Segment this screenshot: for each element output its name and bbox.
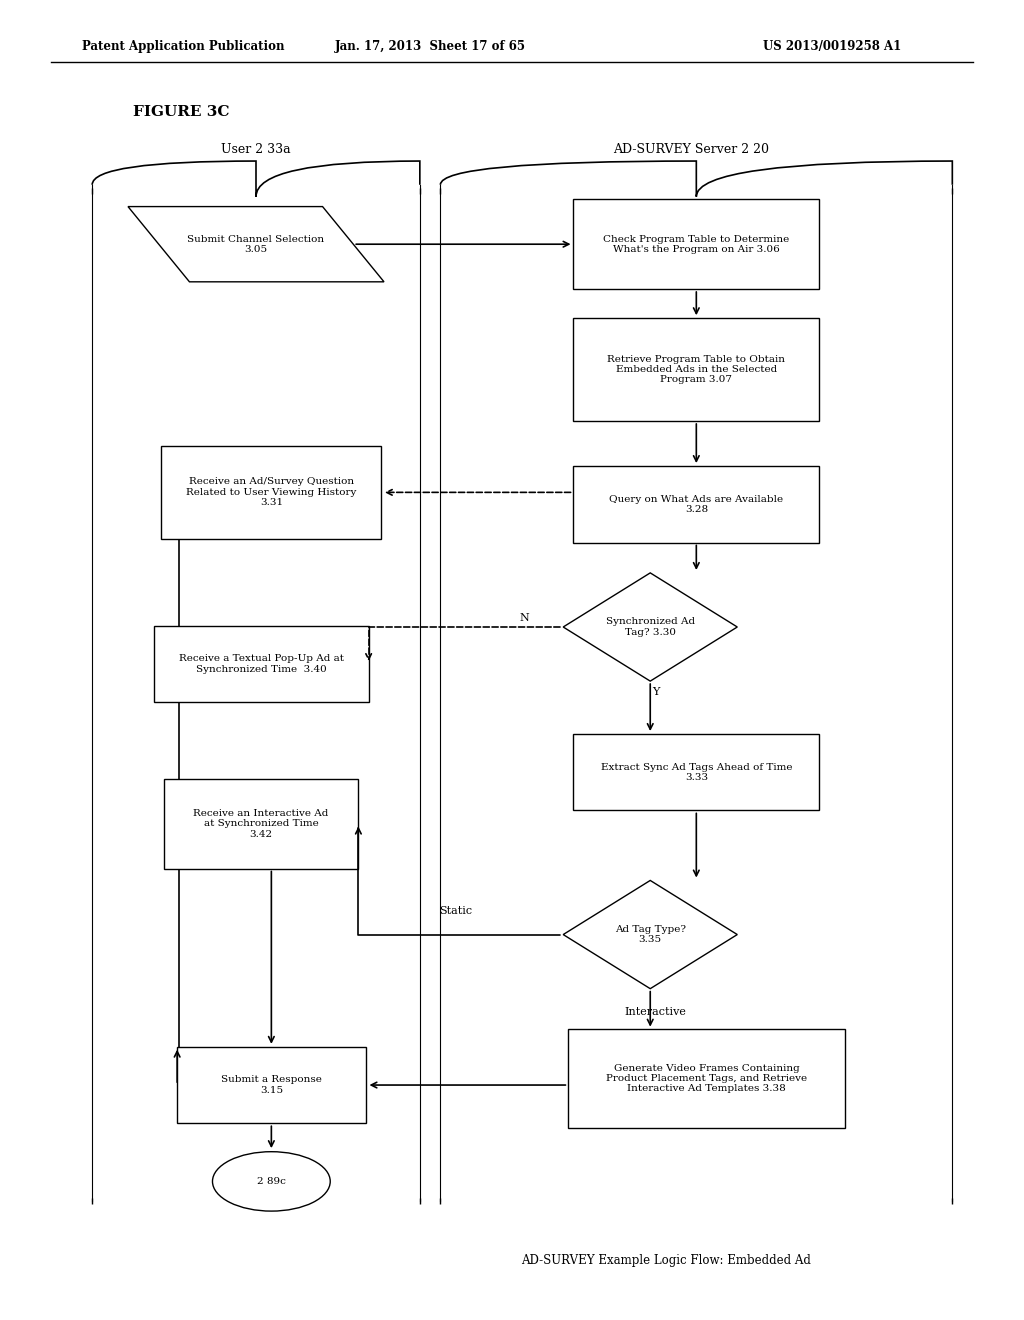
Text: 2 89c: 2 89c [257, 1177, 286, 1185]
Text: Synchronized Ad
Tag? 3.30: Synchronized Ad Tag? 3.30 [605, 618, 695, 636]
Text: N: N [519, 612, 529, 623]
Text: Receive an Ad/Survey Question
Related to User Viewing History
3.31: Receive an Ad/Survey Question Related to… [186, 478, 356, 507]
FancyBboxPatch shape [568, 1030, 845, 1127]
FancyBboxPatch shape [573, 318, 819, 421]
Polygon shape [563, 880, 737, 989]
Text: Query on What Ads are Available
3.28: Query on What Ads are Available 3.28 [609, 495, 783, 513]
Text: Check Program Table to Determine
What's the Program on Air 3.06: Check Program Table to Determine What's … [603, 235, 790, 253]
FancyBboxPatch shape [162, 446, 382, 539]
Text: FIGURE 3C: FIGURE 3C [133, 106, 229, 119]
Text: Patent Application Publication: Patent Application Publication [82, 40, 285, 53]
Text: US 2013/0019258 A1: US 2013/0019258 A1 [763, 40, 901, 53]
FancyBboxPatch shape [177, 1047, 367, 1123]
Text: Extract Sync Ad Tags Ahead of Time
3.33: Extract Sync Ad Tags Ahead of Time 3.33 [600, 763, 793, 781]
Text: Receive an Interactive Ad
at Synchronized Time
3.42: Receive an Interactive Ad at Synchronize… [194, 809, 329, 838]
Text: User 2 33a: User 2 33a [221, 143, 291, 156]
Text: Retrieve Program Table to Obtain
Embedded Ads in the Selected
Program 3.07: Retrieve Program Table to Obtain Embedde… [607, 355, 785, 384]
FancyBboxPatch shape [573, 466, 819, 543]
FancyBboxPatch shape [164, 779, 358, 869]
Text: AD-SURVEY Example Logic Flow: Embedded Ad: AD-SURVEY Example Logic Flow: Embedded A… [520, 1254, 811, 1267]
Text: Static: Static [439, 906, 472, 916]
FancyBboxPatch shape [573, 734, 819, 810]
Text: AD-SURVEY Server 2 20: AD-SURVEY Server 2 20 [613, 143, 769, 156]
Text: Submit a Response
3.15: Submit a Response 3.15 [221, 1076, 322, 1094]
Text: Ad Tag Type?
3.35: Ad Tag Type? 3.35 [614, 925, 686, 944]
Text: Receive a Textual Pop-Up Ad at
Synchronized Time  3.40: Receive a Textual Pop-Up Ad at Synchroni… [178, 655, 344, 673]
Polygon shape [563, 573, 737, 681]
Text: Y: Y [651, 686, 659, 697]
FancyBboxPatch shape [573, 199, 819, 289]
Ellipse shape [213, 1151, 330, 1212]
Text: Jan. 17, 2013  Sheet 17 of 65: Jan. 17, 2013 Sheet 17 of 65 [335, 40, 525, 53]
Text: Interactive: Interactive [625, 1007, 686, 1018]
Text: Submit Channel Selection
3.05: Submit Channel Selection 3.05 [187, 235, 325, 253]
FancyBboxPatch shape [154, 626, 369, 702]
Text: Generate Video Frames Containing
Product Placement Tags, and Retrieve
Interactiv: Generate Video Frames Containing Product… [606, 1064, 807, 1093]
Polygon shape [128, 206, 384, 281]
